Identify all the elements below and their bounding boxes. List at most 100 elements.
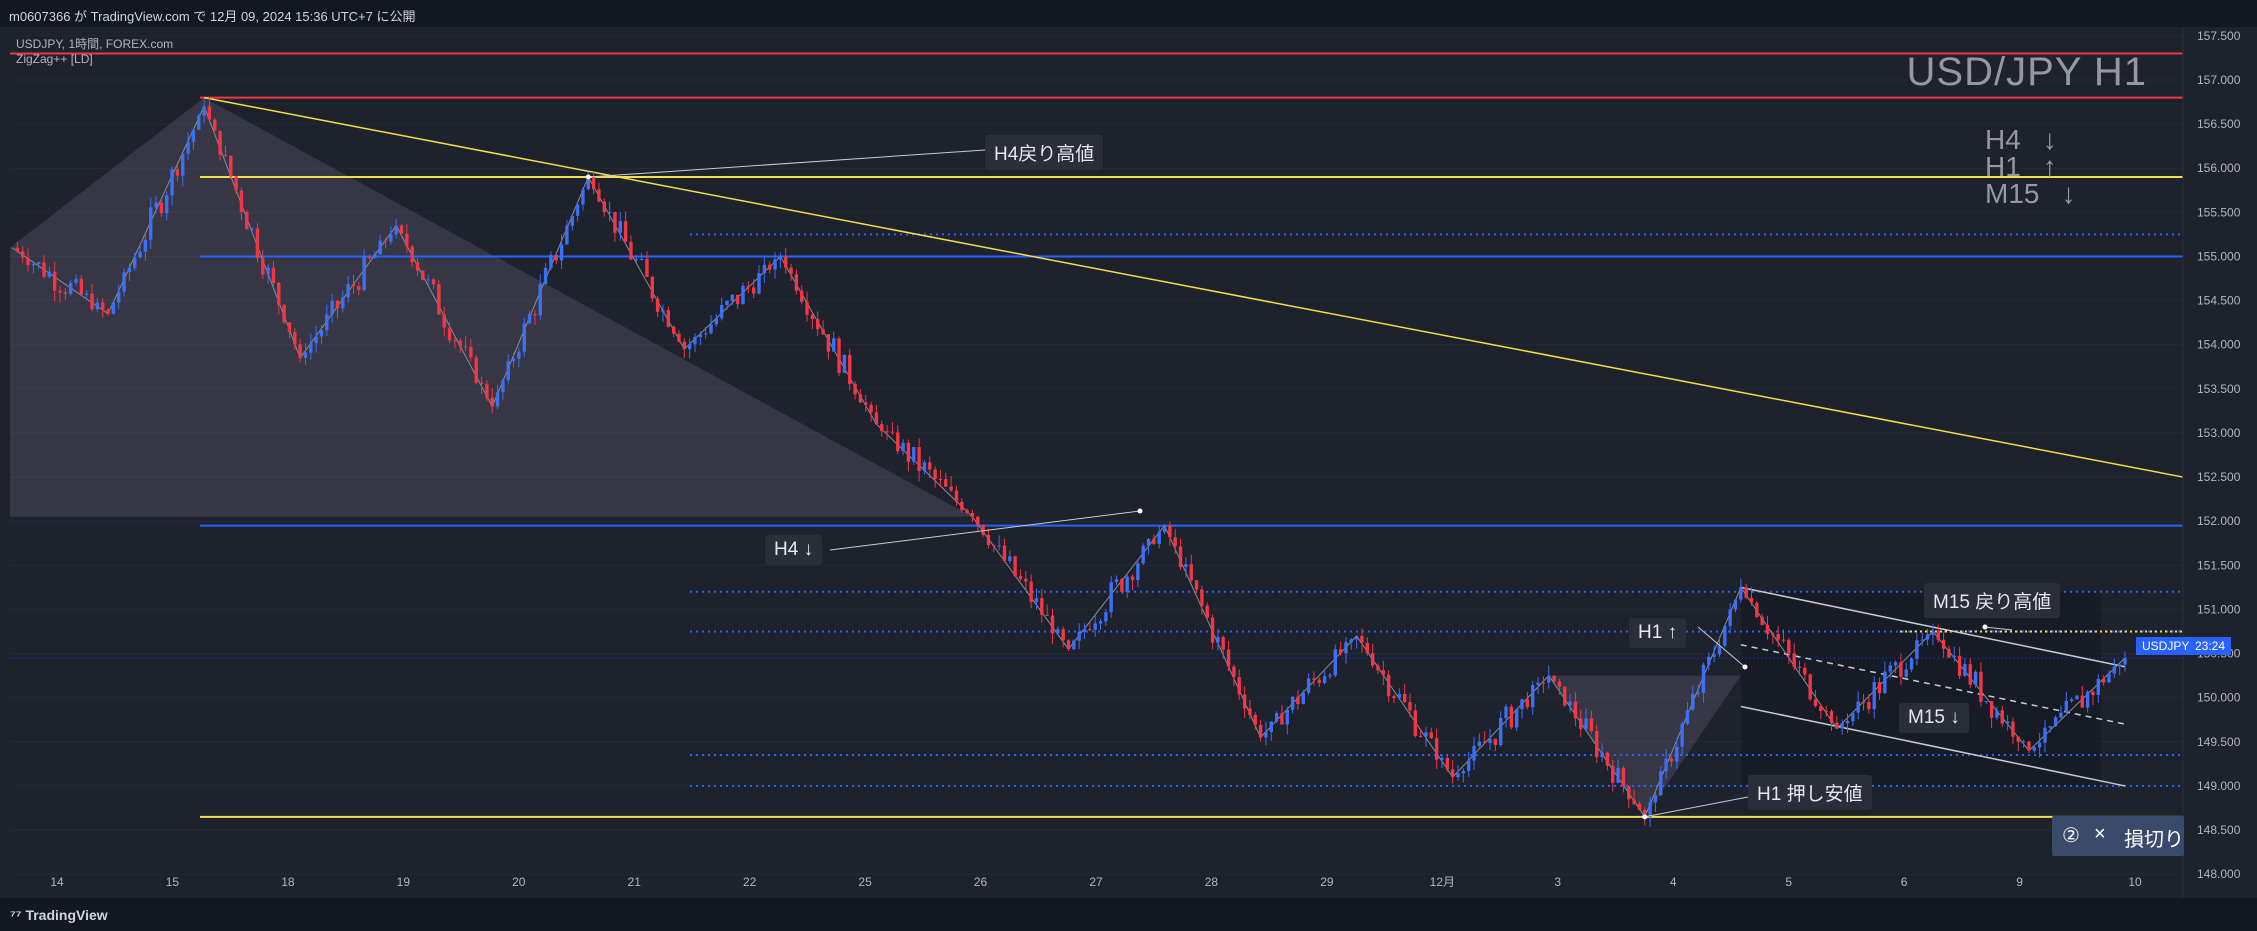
candle-body xyxy=(1557,681,1562,687)
candle-body xyxy=(287,322,292,333)
downtrend-line xyxy=(203,96,2184,478)
candle-body xyxy=(1194,580,1199,590)
candle-body xyxy=(106,309,110,314)
candle-body xyxy=(992,545,996,547)
candle-body xyxy=(565,225,569,245)
candle-body xyxy=(1493,738,1498,745)
candle-body xyxy=(2011,721,2015,737)
brand-text: TradingView xyxy=(25,907,108,923)
time-tick-label: 4 xyxy=(1670,875,1677,889)
candle-body xyxy=(1258,724,1263,738)
candle-body xyxy=(1285,709,1289,725)
price-tick-label: 155.000 xyxy=(2197,249,2241,263)
candle-body xyxy=(463,346,468,348)
candle-body xyxy=(1072,640,1076,650)
candle-body xyxy=(597,189,601,202)
candle-body xyxy=(1264,731,1268,738)
candle-body xyxy=(767,264,772,270)
stop-loss-panel[interactable]: ② × 損切り xyxy=(2052,816,2184,856)
candle-body xyxy=(453,340,457,342)
candle-body xyxy=(1365,642,1370,654)
candle-body xyxy=(1957,655,1962,676)
price-axis[interactable]: 157.500 157.000 156.500 156.000 155.500 155.0… xyxy=(2182,27,2257,898)
candle-body xyxy=(730,294,735,301)
candle-body xyxy=(613,211,617,233)
symbol-price-tag[interactable]: USDJPY xyxy=(2136,637,2196,655)
candle-body xyxy=(1573,701,1578,719)
candle-body xyxy=(810,314,815,320)
candle-body xyxy=(1056,629,1060,634)
time-axis[interactable]: 14 15 18 19 20 21 22 25 26 27 28 29 12月 3 4 5 6 9 10 xyxy=(50,875,2142,889)
time-tick-label: 25 xyxy=(858,875,872,889)
label-h1-pullback-low[interactable]: H1 押し安値 xyxy=(1748,775,1872,810)
candle-body xyxy=(1434,738,1439,760)
candle-body xyxy=(864,402,868,405)
candle-body xyxy=(175,169,180,176)
candle-body xyxy=(874,412,879,425)
candle-body xyxy=(1168,525,1172,538)
candle-body xyxy=(1749,597,1754,603)
leader-h4-down xyxy=(829,510,1141,551)
candle-body xyxy=(261,258,265,275)
candle-body xyxy=(1605,752,1610,766)
candle-body xyxy=(223,154,228,156)
price-tick-label: 157.500 xyxy=(2197,29,2241,43)
candle-body xyxy=(1733,599,1738,610)
candle-body xyxy=(623,221,628,242)
candle-body xyxy=(1760,616,1764,625)
candle-body xyxy=(757,273,761,294)
candle-body xyxy=(63,292,68,294)
order-count-icon[interactable]: ② xyxy=(2062,825,2080,847)
candle-body xyxy=(1322,676,1327,684)
label-m15-down[interactable]: M15 ↓ xyxy=(1899,703,1969,733)
candle-body xyxy=(1488,738,1492,744)
candle-body xyxy=(1344,642,1348,654)
stop-loss-label[interactable]: 損切り xyxy=(2124,829,2184,851)
label-h4-pullback-high[interactable]: H4戻り高値 xyxy=(985,135,1104,170)
candle-body xyxy=(1120,579,1124,592)
candle-body xyxy=(1973,671,1978,685)
label-m15-pullback-high[interactable]: M15 戻り高値 xyxy=(1924,583,2061,618)
candle-body xyxy=(122,272,126,292)
candle-body xyxy=(1088,628,1092,630)
label-h4-down[interactable]: H4 ↓ xyxy=(765,535,823,565)
candle-body xyxy=(1787,640,1791,654)
candle-body xyxy=(2075,695,2079,700)
candle-body xyxy=(1205,605,1209,618)
candle-body xyxy=(1589,718,1594,731)
label-h1-up[interactable]: H1 ↑ xyxy=(1629,618,1687,648)
time-tick-label: 6 xyxy=(1901,875,1908,889)
candle-body xyxy=(591,177,596,190)
candle-body xyxy=(95,302,100,310)
price-chart[interactable]: 157.500 157.000 156.500 156.000 155.500 155.0… xyxy=(0,27,2257,898)
candle-body xyxy=(36,262,41,265)
candle-body xyxy=(687,344,692,350)
candle-body xyxy=(298,344,302,358)
symbol-legend[interactable]: USDJPY, 1時間, FOREX.com xyxy=(16,37,174,51)
candle-body xyxy=(202,106,206,116)
tradingview-logo[interactable]: ⁷⁷ TradingView xyxy=(10,907,108,923)
candle-body xyxy=(741,285,745,305)
candle-body xyxy=(1509,706,1514,728)
candle-body xyxy=(495,392,500,407)
candle-body xyxy=(1696,692,1700,694)
candle-body xyxy=(1114,579,1119,583)
candle-body xyxy=(1552,675,1556,682)
candle-body xyxy=(645,258,649,277)
candle-body xyxy=(954,490,959,502)
candle-body xyxy=(1152,538,1156,544)
candle-body xyxy=(1280,713,1284,725)
close-icon[interactable]: × xyxy=(2094,823,2106,845)
candle-body xyxy=(885,431,889,433)
time-tick-label: 28 xyxy=(1205,875,1219,889)
candle-body xyxy=(1904,669,1908,677)
candle-body xyxy=(1146,538,1151,546)
indicator-legend[interactable]: ZigZag++ [LD] xyxy=(16,52,93,66)
candle-body xyxy=(1861,701,1866,703)
time-tick-label: 14 xyxy=(50,875,64,889)
candle-body xyxy=(549,254,553,268)
candle-body xyxy=(1813,699,1818,707)
candle-body xyxy=(378,240,382,255)
time-tick-label: 26 xyxy=(974,875,988,889)
candle-body xyxy=(101,302,105,310)
